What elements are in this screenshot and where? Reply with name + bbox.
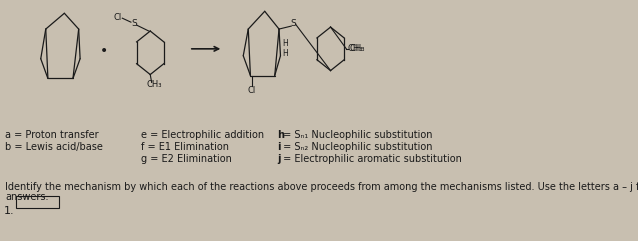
Text: = Sₙ₁ Nucleophilic substitution: = Sₙ₁ Nucleophilic substitution (281, 130, 433, 140)
Text: Cl: Cl (248, 86, 256, 95)
Text: H: H (283, 39, 288, 48)
Text: h: h (277, 130, 284, 140)
Text: e = Electrophilic addition: e = Electrophilic addition (141, 130, 264, 140)
Bar (16, 196, 59, 208)
Text: CH₃: CH₃ (146, 80, 161, 89)
Text: Cl: Cl (114, 13, 122, 22)
Text: CH₃: CH₃ (348, 44, 363, 53)
Text: answers.: answers. (5, 192, 48, 202)
Text: S: S (290, 19, 296, 28)
Text: b = Lewis acid/base: b = Lewis acid/base (5, 142, 103, 152)
Text: = Electrophilic aromatic substitution: = Electrophilic aromatic substitution (281, 154, 463, 164)
Text: g = E2 Elimination: g = E2 Elimination (141, 154, 232, 164)
Text: f = E1 Elimination: f = E1 Elimination (141, 142, 229, 152)
Text: = Sₙ₂ Nucleophilic substitution: = Sₙ₂ Nucleophilic substitution (281, 142, 433, 152)
Text: a = Proton transfer: a = Proton transfer (5, 130, 99, 140)
Text: Identify the mechanism by which each of the reactions above proceeds from among : Identify the mechanism by which each of … (5, 182, 638, 192)
Text: CH₃: CH₃ (349, 44, 365, 53)
Text: S: S (131, 19, 137, 28)
Text: j: j (277, 154, 280, 164)
Text: 1.: 1. (4, 206, 15, 216)
Text: H: H (283, 49, 288, 58)
Text: i: i (277, 142, 280, 152)
Text: •: • (100, 44, 108, 58)
